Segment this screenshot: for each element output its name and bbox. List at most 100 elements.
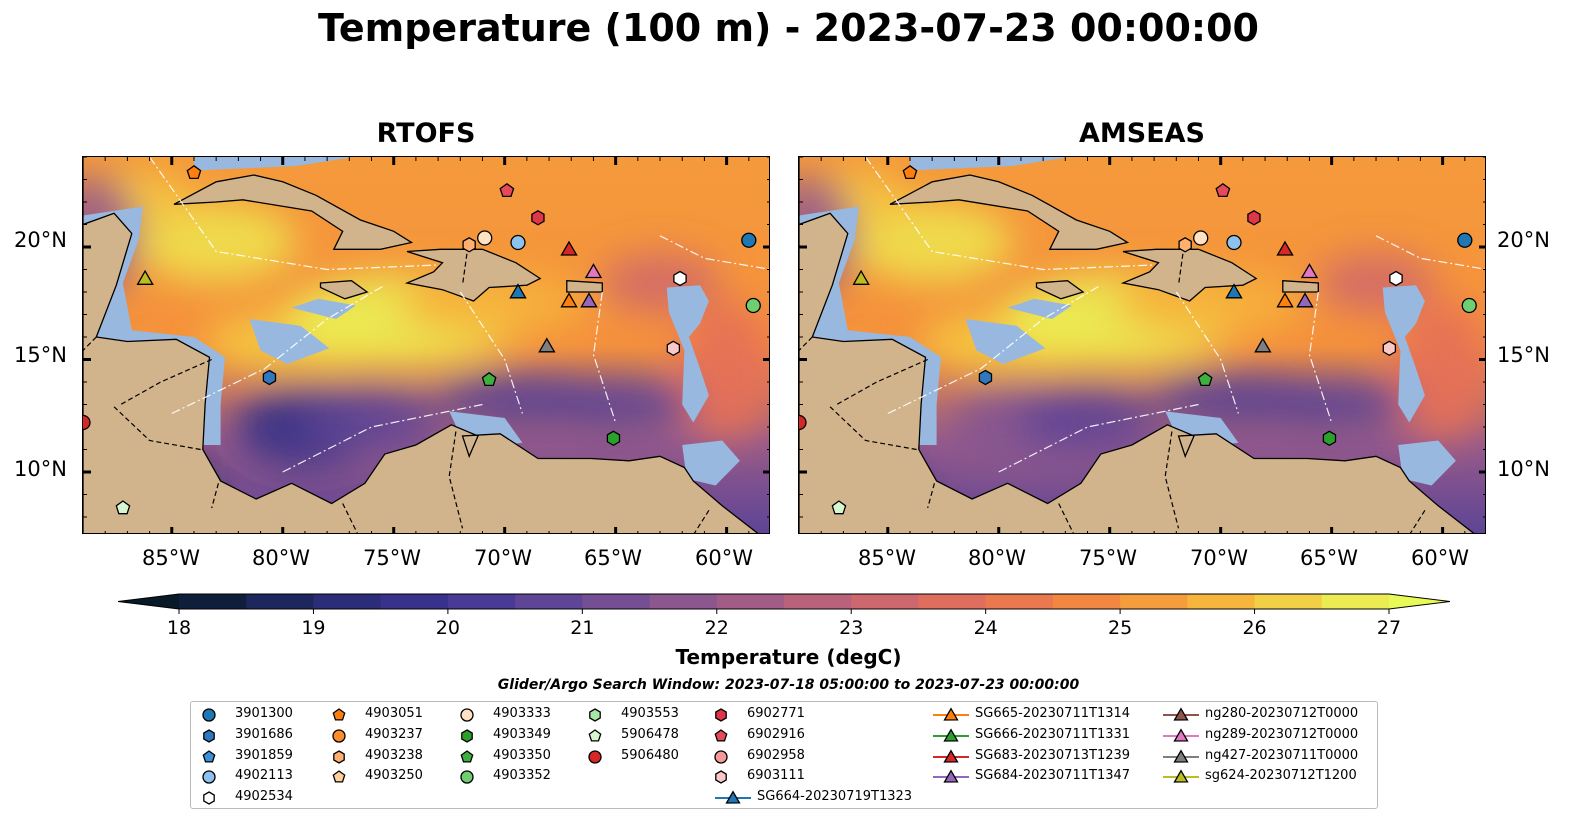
platform-5906480: [799, 414, 807, 431]
colorbar-segment: [515, 594, 583, 609]
shallow-shelf: [1382, 285, 1425, 423]
legend-marker-circle-icon: [202, 770, 216, 785]
legend-item: 4902113: [201, 767, 411, 785]
legend-label: 6902958: [747, 747, 805, 763]
map-amseas[interactable]: [798, 156, 1486, 534]
legend-marker-pentagon-icon: [332, 708, 346, 721]
colorbar-segment: [582, 594, 651, 609]
legend-label: 3901859: [235, 747, 293, 763]
colorbar-tick-label: 22: [704, 617, 729, 639]
platform-SG664-20230719T1323: [1225, 283, 1243, 299]
legend-item: SG683-20230713T1239: [931, 747, 1141, 765]
country-border: [113, 406, 201, 451]
legend-marker-triangle-line-icon: [933, 769, 969, 784]
legend-item: SG664-20230719T1323: [713, 788, 923, 806]
legend-label: 4903237: [365, 726, 423, 742]
lon-label-60-left: 60°W: [695, 546, 753, 570]
temperature-anomaly: [301, 390, 442, 451]
legend-marker-pentagon-icon: [714, 728, 728, 742]
platform-3901300: [1457, 232, 1473, 248]
lon-label-70-right: 70°W: [1190, 546, 1248, 570]
legend-label: ng280-20230712T0000: [1205, 706, 1359, 721]
platform-3901686: [978, 369, 993, 386]
legend-label: 3901686: [235, 726, 293, 742]
legend-marker-circle-icon: [460, 770, 474, 785]
lat-label-20-right: 20°N: [1497, 228, 1550, 252]
country-border: [693, 509, 710, 533]
eez-boundary: [459, 291, 523, 414]
legend-item: 4903051: [331, 705, 541, 723]
legend-marker-pentagon-icon: [588, 728, 602, 742]
legend-marker: [332, 770, 346, 783]
legend-marker-circle-icon: [460, 708, 474, 722]
land-mass: [1282, 280, 1319, 293]
colorbar-segment: [716, 594, 785, 609]
platform-3901300: [741, 232, 757, 248]
colorbar-segment: [1120, 594, 1188, 609]
legend-marker: [1173, 748, 1189, 763]
platform-5906478: [831, 500, 847, 515]
legend-item: ng289-20230712T0000: [1161, 726, 1371, 744]
platform-4903349: [1322, 430, 1337, 447]
platform-4903238: [462, 237, 476, 253]
land-mass: [889, 174, 1130, 250]
colorbar-segment: [1321, 594, 1390, 609]
legend-marker: [460, 770, 474, 785]
platform-6902916: [1215, 183, 1231, 198]
shallow-shelf: [1007, 298, 1072, 319]
colorbar: [117, 593, 1451, 614]
legend-marker-pentagon-icon: [460, 749, 474, 763]
shallow-shelf: [249, 319, 330, 364]
legend-marker: [725, 790, 741, 804]
legend-marker: [588, 749, 602, 764]
eez-boundary: [282, 403, 483, 473]
legend-label: SG684-20230711T1347: [975, 768, 1131, 784]
colorbar-segment: [179, 594, 247, 609]
legend-item: 4903238: [331, 747, 541, 765]
shallow-shelf: [291, 298, 356, 319]
lat-label-20-left: 20°N: [14, 228, 67, 252]
land-mass: [566, 280, 603, 293]
legend-marker: [943, 748, 959, 763]
platform-4903350: [1197, 371, 1213, 387]
legend-marker: [589, 708, 601, 722]
colorbar-segment: [380, 594, 449, 609]
panel-title-rtofs: RTOFS: [376, 118, 476, 149]
colorbar-tick-label: 25: [1108, 617, 1133, 639]
legend-item: 4903349: [459, 726, 669, 744]
eez-boundary: [592, 291, 617, 423]
eez-boundary: [865, 157, 1155, 271]
legend-marker-hexagon-icon: [589, 708, 601, 722]
map-rtofs[interactable]: [82, 156, 770, 534]
colorbar-tick-label: 19: [301, 617, 326, 639]
legend-item: SG684-20230711T1347: [931, 767, 1141, 785]
legend-item: ng427-20230711T0000: [1161, 747, 1371, 765]
country-border: [342, 503, 358, 533]
colorbar-tick-label: 27: [1376, 617, 1402, 639]
platform-SG665-20230711T1314: [560, 292, 578, 308]
eez-boundary: [1175, 291, 1239, 414]
legend-marker-pentagon-icon: [332, 770, 346, 783]
shallow-shelf: [910, 157, 1070, 171]
legend-marker: [202, 708, 216, 722]
legend-marker: [943, 707, 959, 721]
legend-item: SG666-20230711T1331: [931, 726, 1141, 744]
platform-6902771: [531, 210, 545, 226]
platform-6903111: [1382, 340, 1397, 357]
colorbar-tick-label: 26: [1242, 617, 1267, 639]
legend-item: 4903250: [331, 767, 541, 785]
legend-label: 4902534: [235, 789, 293, 805]
legend-label: ng427-20230711T0000: [1205, 747, 1359, 763]
platform-4903051: [186, 164, 202, 180]
country-border: [1409, 509, 1426, 533]
legend-label: SG664-20230719T1323: [757, 789, 913, 805]
legend-item: 4903350: [459, 747, 669, 765]
lat-label-15-left: 15°N: [14, 343, 67, 367]
colorbar-label: Temperature (degC): [675, 645, 902, 669]
legend-label: SG665-20230711T1314: [975, 706, 1131, 721]
legend-label: ng289-20230712T0000: [1205, 726, 1359, 742]
lon-label-60-right: 60°W: [1411, 546, 1469, 570]
lon-label-65-left: 65°W: [584, 546, 642, 570]
legend-marker-hexagon-icon: [333, 749, 345, 764]
platform-SG684-20230711T1347: [580, 292, 598, 308]
